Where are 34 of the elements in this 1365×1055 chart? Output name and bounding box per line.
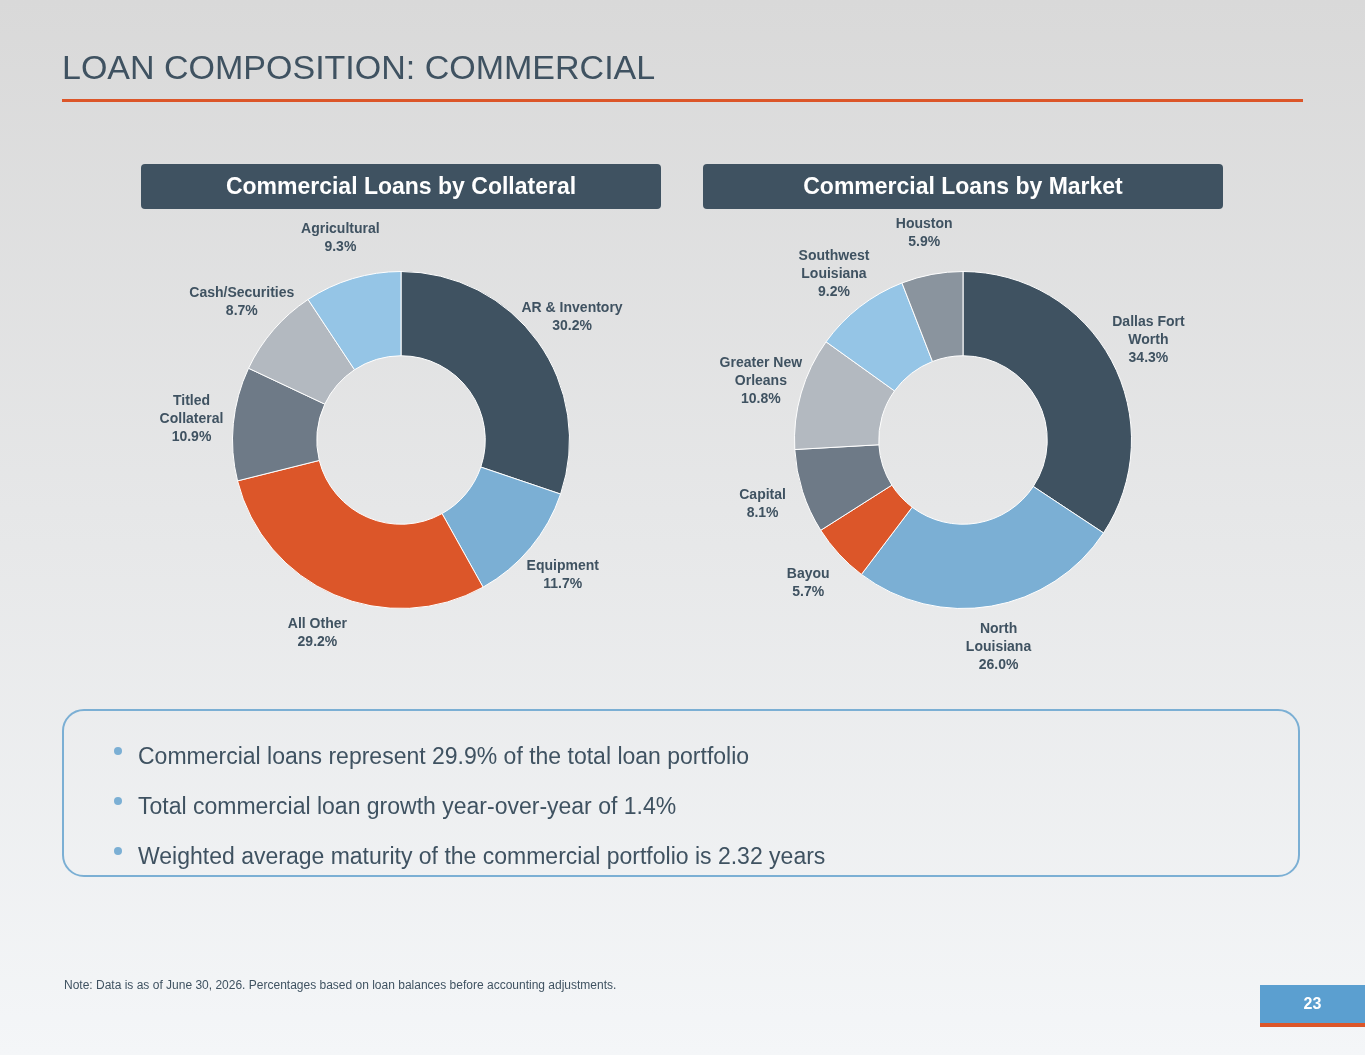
text: Note: Data is as of June 30, 2026. Percentages based on loan balances before accounting adjustments. [64,978,617,992]
slice-label: Titled Collateral [159,392,224,427]
text: Total commercial loan growth year-over-year of 1.4% [138,792,677,820]
data-label: 29.2% [297,633,338,650]
slice-label: All Other [287,615,348,632]
text: Commercial loans represent 29.9% of the total loan portfolio [138,742,750,770]
slice-label: Dallas Fort Worth [1112,313,1185,348]
data-label: 34.3% [1128,349,1169,366]
slice-label: Houston [895,214,953,231]
slice-label: Equipment [526,556,600,573]
data-label: 8.1% [746,504,780,521]
slice-label: North Louisiana [965,620,1032,655]
chart-title: Commercial Loans by Collateral [141,164,661,209]
slice-label: Greater New Orleans [719,354,803,389]
slice-label: Capital [739,486,786,503]
slice-label: AR & Inventory [521,299,623,316]
slice-label: Agricultural [301,220,380,237]
data-label: 5.9% [908,232,941,249]
data-label: 8.7% [225,302,259,319]
text: LOAN COMPOSITION: COMMERCIAL [62,48,1303,102]
data-label: 10.8% [741,390,782,407]
data-label: 5.7% [792,582,825,599]
text: Weighted average maturity of the commercial portfolio is 2.32 years [138,842,826,870]
text: 23 [1260,985,1365,1027]
data-label: 10.9% [171,428,212,445]
data-label: 11.7% [543,574,583,591]
chart-title: Commercial Loans by Market [703,164,1223,209]
slice-label: Bayou [786,564,830,581]
data-label: 30.2% [552,317,593,334]
data-label: 9.3% [324,238,357,255]
slice-label: Cash/Securities [189,284,295,301]
slice-label: Southwest Louisiana [798,246,870,281]
data-label: 9.2% [818,282,851,299]
data-label: 26.0% [978,656,1019,673]
